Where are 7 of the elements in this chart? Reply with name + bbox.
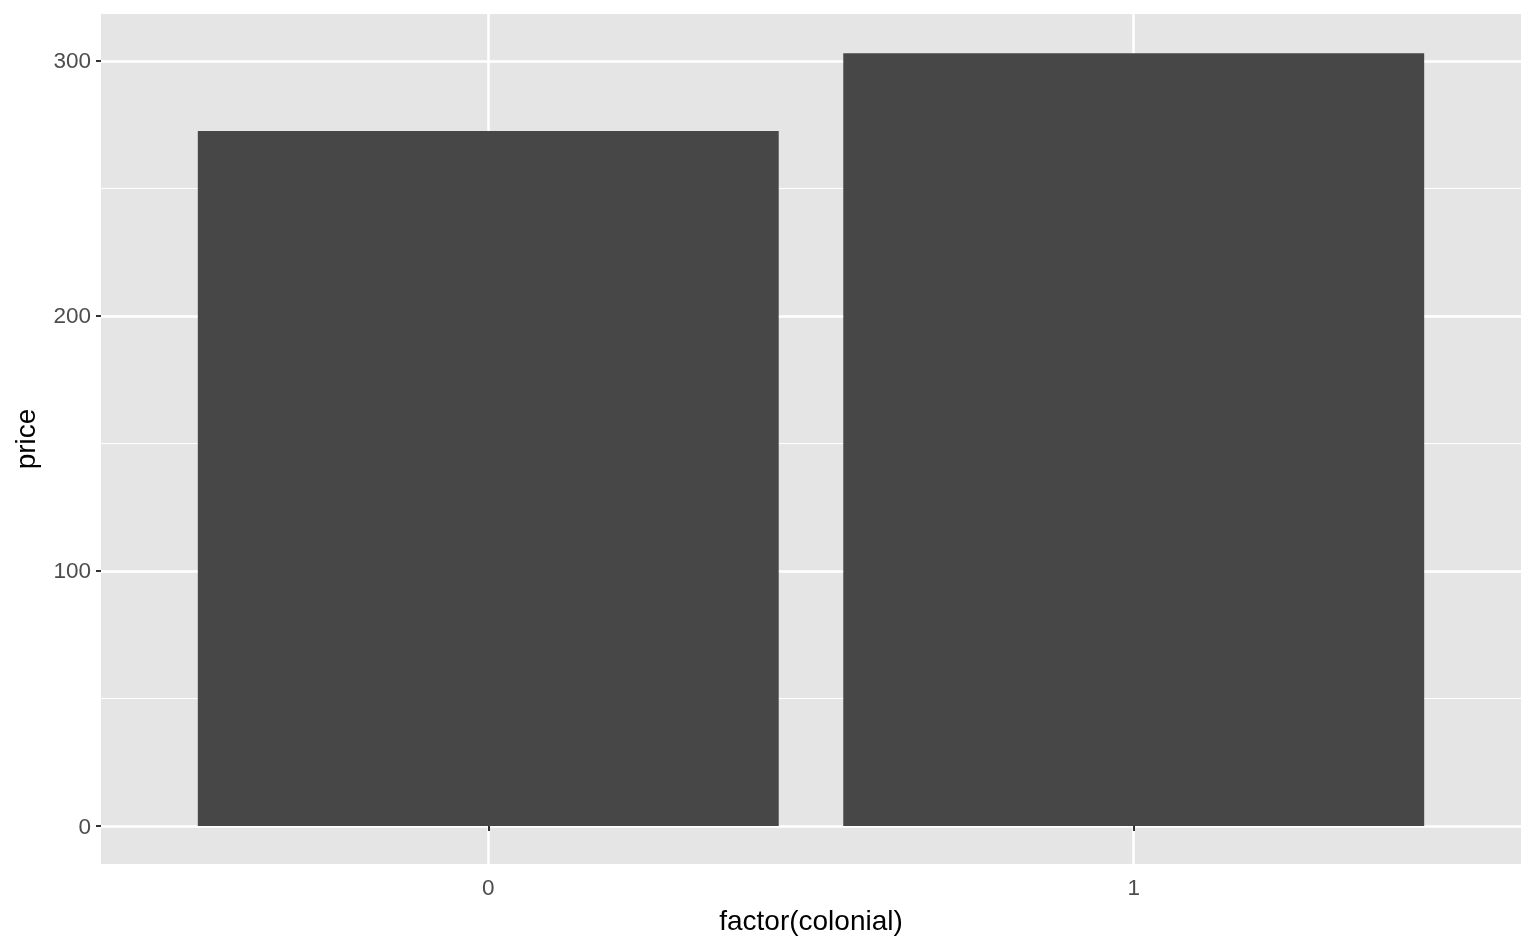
x-axis-title: factor(colonial) bbox=[719, 904, 903, 936]
y-axis-title: price bbox=[9, 408, 41, 470]
x-tick-label: 1 bbox=[1127, 875, 1140, 900]
y-tick-label: 300 bbox=[53, 48, 91, 74]
y-tick-label: 100 bbox=[53, 558, 91, 584]
y-tick-label: 200 bbox=[53, 303, 91, 329]
y-tick-label: 0 bbox=[78, 813, 91, 839]
